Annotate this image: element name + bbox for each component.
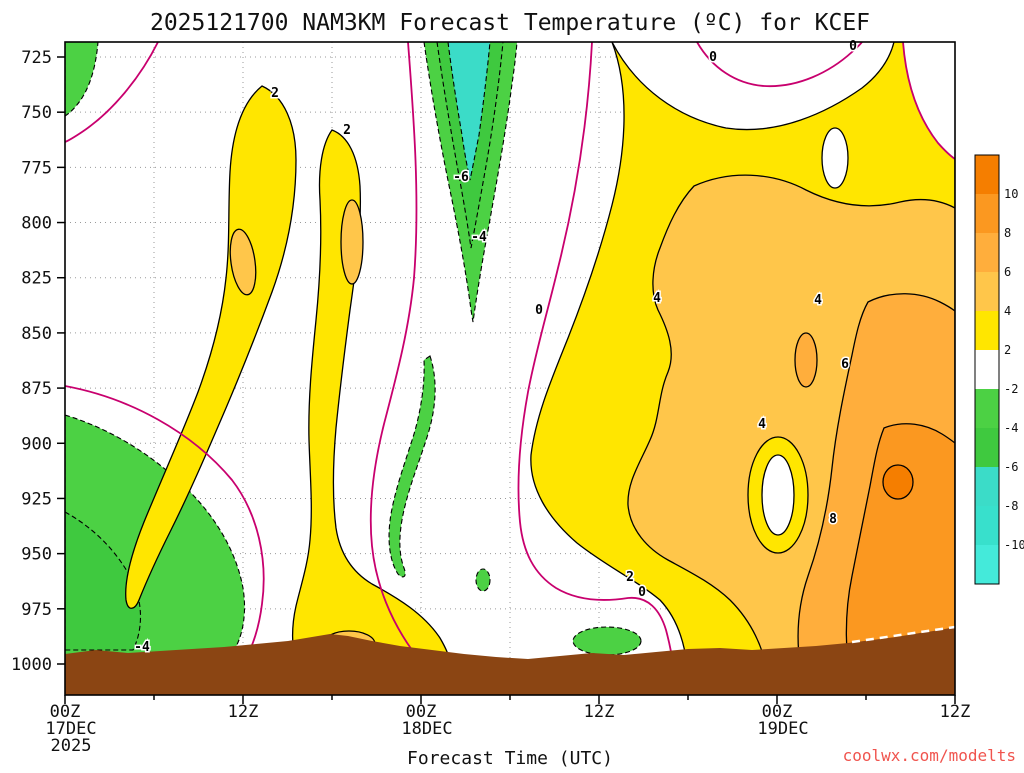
y-tick-label: 725 xyxy=(21,48,52,68)
contour-label: 8 xyxy=(829,512,837,527)
x-tick-label: 12Z xyxy=(228,702,259,722)
zero-line-left xyxy=(65,385,265,663)
contour-label: 4 xyxy=(758,417,766,432)
contour-label: 2 xyxy=(271,86,279,101)
colorbar-tick-label: -6 xyxy=(1004,460,1018,474)
colorbar-tick-label: 10 xyxy=(1004,187,1018,201)
colorbar-tick-label: -10 xyxy=(1004,538,1024,552)
colorbar-band xyxy=(975,272,999,311)
y-tick-label: 975 xyxy=(21,600,52,620)
colorbar-band xyxy=(975,467,999,506)
contour-region-topcorner-white xyxy=(903,42,955,159)
colorbar-band xyxy=(975,233,999,272)
contour-label: -6 xyxy=(453,170,469,185)
chart-title: 2025121700 NAM3KM Forecast Temperature (… xyxy=(150,10,870,36)
colorbar-band xyxy=(975,350,999,389)
contour-line-2c-top xyxy=(611,42,895,131)
contour-column-2c-first xyxy=(125,85,297,609)
contour-region-top-right-white xyxy=(612,42,894,130)
contour-label: 6 xyxy=(841,357,849,372)
y-tick-label: 950 xyxy=(21,545,52,565)
colorbar: 10 8 6 4 2 -2 -4 -6 -8 -10 xyxy=(974,154,1024,585)
contour-hole-white-mid xyxy=(761,454,795,536)
zero-line-center-right xyxy=(517,42,674,666)
contour-label: -4 xyxy=(134,640,150,655)
contour-column-2c-second xyxy=(291,129,452,666)
contour-blob-cold-bottom-center xyxy=(572,626,642,656)
y-tick-label: 750 xyxy=(21,103,52,123)
contour-oval-4c-column2 xyxy=(340,199,364,285)
contour-region-8c xyxy=(845,423,955,666)
colorbar-band xyxy=(975,428,999,467)
colorbar-tick-label: -4 xyxy=(1004,421,1018,435)
x-tick-label: 12Z xyxy=(940,702,971,722)
contour-label: 2 xyxy=(343,123,351,138)
colorbar-band xyxy=(975,389,999,428)
x-tick-label: 00Z xyxy=(50,702,81,722)
contour-label: 4 xyxy=(814,293,822,308)
y-tick-label: 825 xyxy=(21,269,52,289)
x-tick-label: 00Z xyxy=(406,702,437,722)
x-date-label: 19DEC xyxy=(757,719,808,739)
contour-label: 0 xyxy=(709,50,717,65)
colorbar-tick-label: -2 xyxy=(1004,382,1018,396)
colorbar-border xyxy=(974,154,1000,585)
terrain-snow-dashes xyxy=(851,625,955,644)
zero-line-center-left xyxy=(369,42,425,666)
colorbar-tick-label: 6 xyxy=(1004,265,1011,279)
contour-label: 0 xyxy=(638,585,646,600)
x-date-label: 18DEC xyxy=(401,719,452,739)
contour-oval-10c xyxy=(882,464,914,500)
y-axis: 725 750 775 800 825 850 875 900 925 950 975 1000 xyxy=(11,48,65,675)
colorbar-band xyxy=(975,545,999,584)
y-tick-label: 900 xyxy=(21,434,52,454)
terrain-mask xyxy=(65,627,955,695)
y-tick-label: 800 xyxy=(21,214,52,234)
contour-label: 0 xyxy=(849,39,857,54)
contour-strip-cold-mid xyxy=(388,355,436,578)
y-tick-label: 775 xyxy=(21,158,52,178)
colorbar-band xyxy=(975,311,999,350)
y-tick-label: 1000 xyxy=(11,655,52,675)
colorbar-tick-label: -8 xyxy=(1004,499,1018,513)
x-axis-title: Forecast Time (UTC) xyxy=(407,748,613,768)
colorbar-band xyxy=(975,506,999,545)
colorbar-tick-label: 2 xyxy=(1004,343,1011,357)
zero-line-top-right-hook xyxy=(902,42,955,160)
watermark-link[interactable]: coolwx.com/modelts xyxy=(843,746,1016,765)
contour-oval-4c-column1 xyxy=(229,228,257,296)
x-tick-label: 12Z xyxy=(584,702,615,722)
y-tick-label: 850 xyxy=(21,324,52,344)
contour-oval-6c xyxy=(794,332,818,388)
contour-label: 2 xyxy=(626,570,634,585)
y-tick-label: 925 xyxy=(21,489,52,509)
contour-hole-white-top xyxy=(821,127,849,189)
colorbar-band xyxy=(975,155,999,194)
zero-line-top-dip xyxy=(696,42,863,87)
contour-label: -4 xyxy=(471,230,487,245)
contour-blob-cold-small xyxy=(475,568,491,592)
contour-region-cold-top-left xyxy=(65,42,99,117)
contour-field xyxy=(65,42,955,695)
contour-label: 0 xyxy=(535,303,543,318)
y-tick-label: 875 xyxy=(21,379,52,399)
colorbar-tick-label: 8 xyxy=(1004,226,1011,240)
colorbar-band xyxy=(975,194,999,233)
colorbar-tick-label: 4 xyxy=(1004,304,1011,318)
contour-region-minus6-core xyxy=(447,42,491,181)
contour-label: 4 xyxy=(653,291,661,306)
zero-line-top-left xyxy=(65,42,159,143)
x-date-label: 17DEC xyxy=(45,719,96,739)
x-date-label: 2025 xyxy=(51,736,92,756)
x-tick-label: 00Z xyxy=(762,702,793,722)
